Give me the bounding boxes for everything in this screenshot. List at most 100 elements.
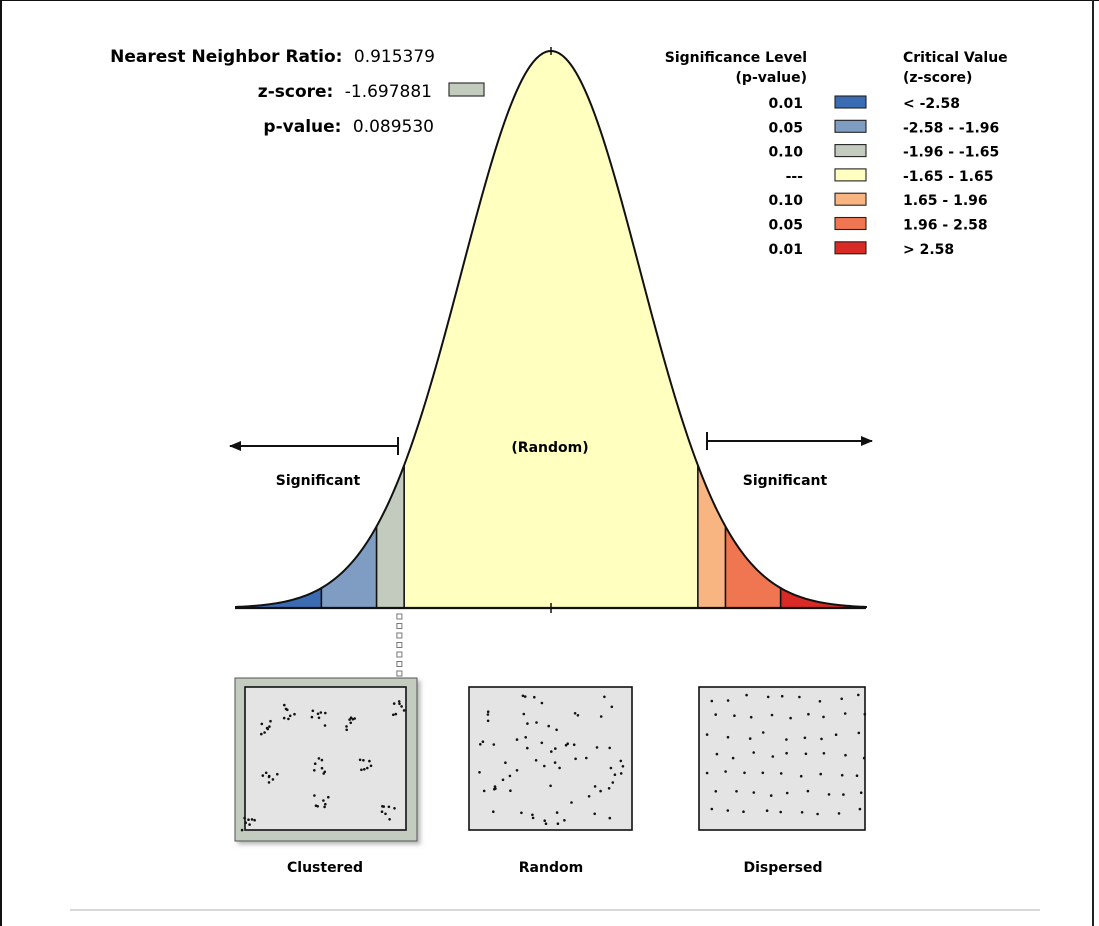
point <box>540 741 544 745</box>
point <box>855 774 859 777</box>
point <box>731 756 735 760</box>
point <box>261 774 265 777</box>
point <box>705 771 709 775</box>
legend-z-range: -1.65 - 1.65 <box>903 169 993 185</box>
point <box>547 724 550 728</box>
z-score-value: -1.697881 <box>345 82 432 102</box>
point <box>714 713 717 716</box>
point <box>572 743 576 746</box>
point <box>724 770 727 773</box>
legend-swatch <box>834 168 867 182</box>
point <box>555 811 559 814</box>
point <box>554 747 557 750</box>
p-value-val: 0.089530 <box>353 117 434 137</box>
point <box>358 758 362 762</box>
point <box>770 713 774 717</box>
point <box>323 770 327 774</box>
point <box>780 694 784 698</box>
point <box>521 694 525 698</box>
point <box>863 712 867 716</box>
legend-p-value: 0.01 <box>768 96 803 112</box>
legend-z-range: -1.96 - -1.65 <box>903 145 999 161</box>
point <box>388 818 391 821</box>
bottom-divider <box>70 909 1040 911</box>
point <box>798 695 801 699</box>
point <box>804 752 808 756</box>
point <box>265 726 269 730</box>
legend-z-range: -2.58 - -1.96 <box>903 120 999 136</box>
legend-p-value: 0.10 <box>768 193 803 209</box>
nnr-label: Nearest Neighbor Ratio: <box>110 47 342 67</box>
point <box>387 805 391 809</box>
p-value-label: p-value: <box>263 117 341 137</box>
point <box>857 731 861 735</box>
point <box>313 769 316 772</box>
point <box>263 731 266 734</box>
point <box>726 809 730 812</box>
p-value-row: p-value: 0.089530 <box>263 117 434 137</box>
point <box>766 695 770 699</box>
point <box>619 772 623 775</box>
point <box>324 711 327 715</box>
point <box>859 791 863 794</box>
point <box>366 766 369 770</box>
point <box>534 759 538 762</box>
point <box>520 811 523 815</box>
point <box>544 822 548 825</box>
point <box>398 702 401 706</box>
connector-dot <box>396 670 403 677</box>
legend-swatch <box>834 192 867 206</box>
point <box>504 761 507 764</box>
point <box>368 759 371 763</box>
point <box>789 716 792 720</box>
point <box>269 719 272 723</box>
legend-z-range: > 2.58 <box>903 242 954 258</box>
point <box>311 709 315 713</box>
nnr-row: Nearest Neighbor Ratio: 0.915379 <box>110 47 435 67</box>
point <box>531 816 535 820</box>
point <box>549 784 552 788</box>
point <box>599 789 602 793</box>
curve-region <box>697 465 726 608</box>
point <box>316 805 320 808</box>
point <box>818 700 822 703</box>
legend-p-value: 0.01 <box>768 242 803 258</box>
curve-region <box>321 526 377 608</box>
z-score-row: z-score: -1.697881 <box>258 82 432 102</box>
clustered-label: Clustered <box>287 860 363 876</box>
point <box>570 801 573 804</box>
point <box>779 810 782 814</box>
point <box>313 794 316 797</box>
connector-dot <box>396 632 403 639</box>
significance-arrows: Significant Significant (Random) <box>229 432 873 489</box>
right-significant-label: Significant <box>743 473 828 489</box>
legend-p-value: 0.05 <box>768 120 803 136</box>
point <box>816 812 819 816</box>
point <box>240 828 244 832</box>
curve-region <box>780 588 863 608</box>
point <box>593 812 596 816</box>
point <box>556 822 560 825</box>
point <box>785 751 788 755</box>
legend-swatch <box>834 144 867 158</box>
point <box>749 715 753 719</box>
legend-sig-subheader: (p-value) <box>736 70 807 86</box>
point <box>840 773 844 777</box>
point <box>761 731 765 734</box>
point <box>819 772 822 776</box>
point <box>543 764 546 768</box>
point <box>807 712 810 716</box>
point <box>402 709 406 712</box>
point <box>785 791 789 795</box>
point <box>508 774 512 778</box>
right-border <box>1092 0 1094 926</box>
point <box>726 735 730 739</box>
point <box>380 810 384 813</box>
point <box>515 769 519 772</box>
point <box>603 695 606 699</box>
point <box>595 746 599 749</box>
point <box>360 768 363 772</box>
point <box>705 733 709 736</box>
point <box>267 781 271 784</box>
point <box>843 712 847 715</box>
